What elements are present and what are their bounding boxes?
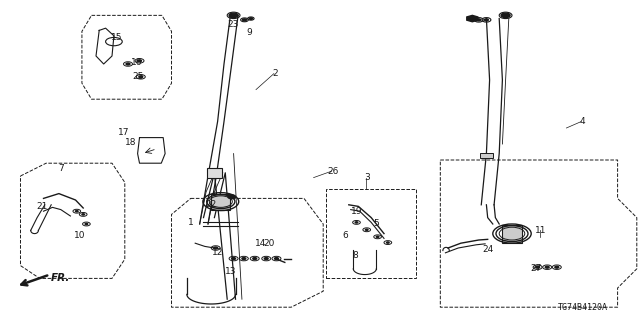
Text: 27: 27 xyxy=(531,264,542,273)
Text: 9: 9 xyxy=(247,28,252,36)
Text: FR.: FR. xyxy=(51,273,70,284)
Circle shape xyxy=(126,63,130,65)
Bar xyxy=(480,153,493,158)
Circle shape xyxy=(484,19,488,21)
Text: 26: 26 xyxy=(327,167,339,176)
Circle shape xyxy=(76,211,78,212)
Circle shape xyxy=(229,13,238,18)
Circle shape xyxy=(477,19,481,21)
Bar xyxy=(326,189,416,278)
Circle shape xyxy=(214,247,218,249)
Circle shape xyxy=(243,19,246,21)
Text: 6: 6 xyxy=(343,231,348,240)
Text: 11: 11 xyxy=(535,226,547,235)
Circle shape xyxy=(545,266,549,268)
Circle shape xyxy=(85,223,88,225)
Bar xyxy=(502,225,522,243)
Bar xyxy=(211,194,230,210)
Circle shape xyxy=(355,222,358,223)
Text: 4: 4 xyxy=(580,117,585,126)
Text: 12: 12 xyxy=(212,248,223,257)
Circle shape xyxy=(138,60,141,62)
Text: 1: 1 xyxy=(188,218,193,227)
Text: 18: 18 xyxy=(125,138,137,147)
Text: 15: 15 xyxy=(111,33,122,42)
Text: 7: 7 xyxy=(58,164,63,172)
Text: 21: 21 xyxy=(36,202,47,211)
Text: 13: 13 xyxy=(225,268,236,276)
Circle shape xyxy=(275,258,278,260)
Circle shape xyxy=(387,242,389,243)
Circle shape xyxy=(376,236,379,237)
Text: 2: 2 xyxy=(273,69,278,78)
Text: 20: 20 xyxy=(263,239,275,248)
Circle shape xyxy=(232,258,236,260)
Text: 16: 16 xyxy=(131,58,142,67)
Circle shape xyxy=(228,195,236,199)
Text: 19: 19 xyxy=(351,207,362,216)
Text: 14: 14 xyxy=(255,239,267,248)
Text: 23: 23 xyxy=(227,20,239,28)
Text: 3: 3 xyxy=(365,173,370,182)
Text: 25: 25 xyxy=(132,72,143,81)
Circle shape xyxy=(82,214,84,215)
Circle shape xyxy=(139,76,143,78)
Text: 22: 22 xyxy=(205,200,217,209)
Circle shape xyxy=(250,18,252,20)
Text: 8: 8 xyxy=(353,252,358,260)
Text: 17: 17 xyxy=(118,128,129,137)
Circle shape xyxy=(555,266,559,268)
Circle shape xyxy=(365,229,368,230)
Text: 10: 10 xyxy=(74,231,86,240)
Circle shape xyxy=(253,258,257,260)
Circle shape xyxy=(501,13,510,18)
Circle shape xyxy=(242,258,246,260)
Text: 5: 5 xyxy=(374,220,379,228)
Text: 24: 24 xyxy=(482,245,493,254)
Bar xyxy=(207,168,222,178)
Text: TG74B4120A: TG74B4120A xyxy=(557,303,607,312)
Circle shape xyxy=(264,258,268,260)
Circle shape xyxy=(536,266,540,268)
